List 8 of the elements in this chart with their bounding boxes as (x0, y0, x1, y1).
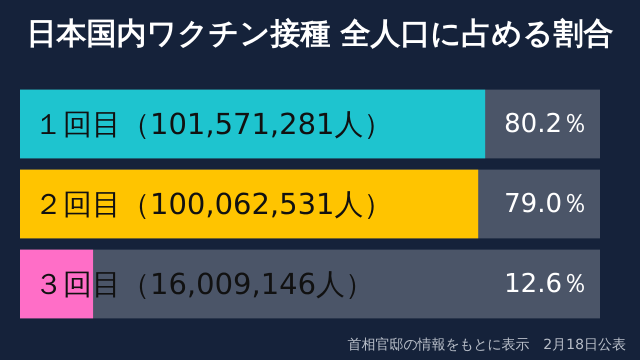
y-tick-label: １回目（101,571,281人） (34, 107, 392, 141)
text: 首相官邸の情報をもとに表示 2月18日公表 (347, 337, 626, 353)
y-tick-label: ３回目（16,009,146人） (34, 267, 374, 301)
y-tick-label: ２回目（100,062,531人） (34, 187, 392, 221)
data-label: 12.6％ (504, 269, 588, 299)
data-label: 80.2％ (504, 109, 588, 139)
chart-title: 日本国内ワクチン接種 全人口に占める割合 (26, 16, 614, 52)
data-label: 79.0％ (504, 189, 588, 219)
